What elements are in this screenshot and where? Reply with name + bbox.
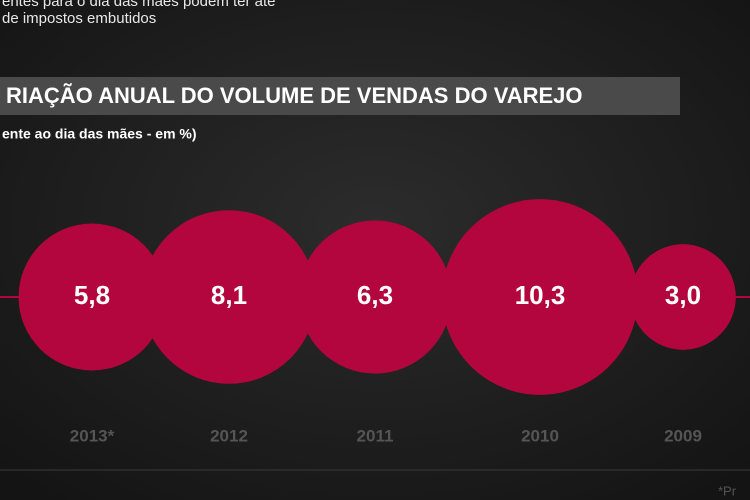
- x-tick-label: 2010: [521, 426, 559, 445]
- title-bar: [0, 77, 680, 115]
- value-label: 3,0: [665, 280, 701, 310]
- chart-title: RIAÇÃO ANUAL DO VOLUME DE VENDAS DO VARE…: [6, 83, 583, 108]
- footnote: *Pr: [718, 483, 737, 498]
- x-tick-label: 2013*: [70, 426, 115, 445]
- value-label: 5,8: [74, 280, 110, 310]
- bubble: [630, 244, 736, 350]
- bubble: [142, 210, 316, 384]
- chart-subtitle: ente ao dia das mães - em %): [2, 126, 197, 142]
- bubble: [298, 220, 452, 374]
- value-label: 8,1: [211, 280, 247, 310]
- value-label: 10,3: [515, 280, 566, 310]
- x-tick-label: 2011: [357, 426, 394, 445]
- intro-line: entes para o dia das mães podem ter até: [2, 0, 276, 10]
- bubble: [442, 199, 638, 395]
- x-tick-label: 2009: [664, 426, 702, 445]
- intro-line: de impostos embutidos: [2, 10, 156, 27]
- bubble: [18, 223, 166, 371]
- value-label: 6,3: [357, 280, 393, 310]
- x-tick-label: 2012: [210, 426, 248, 445]
